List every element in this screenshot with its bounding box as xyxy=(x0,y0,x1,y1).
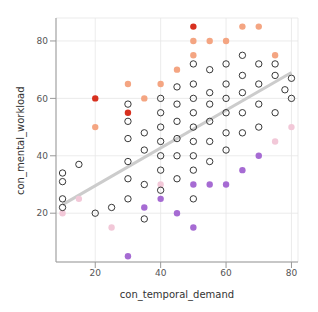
svg-text:20: 20 xyxy=(37,208,49,218)
svg-text:40: 40 xyxy=(155,268,167,278)
svg-text:60: 60 xyxy=(220,268,232,278)
svg-text:20: 20 xyxy=(90,268,102,278)
svg-text:60: 60 xyxy=(37,94,49,104)
svg-text:con_temporal_demand: con_temporal_demand xyxy=(120,289,234,301)
svg-text:40: 40 xyxy=(37,151,49,161)
svg-text:80: 80 xyxy=(37,36,49,46)
svg-text:80: 80 xyxy=(286,268,298,278)
svg-text:con_mental_workload: con_mental_workload xyxy=(15,86,27,195)
